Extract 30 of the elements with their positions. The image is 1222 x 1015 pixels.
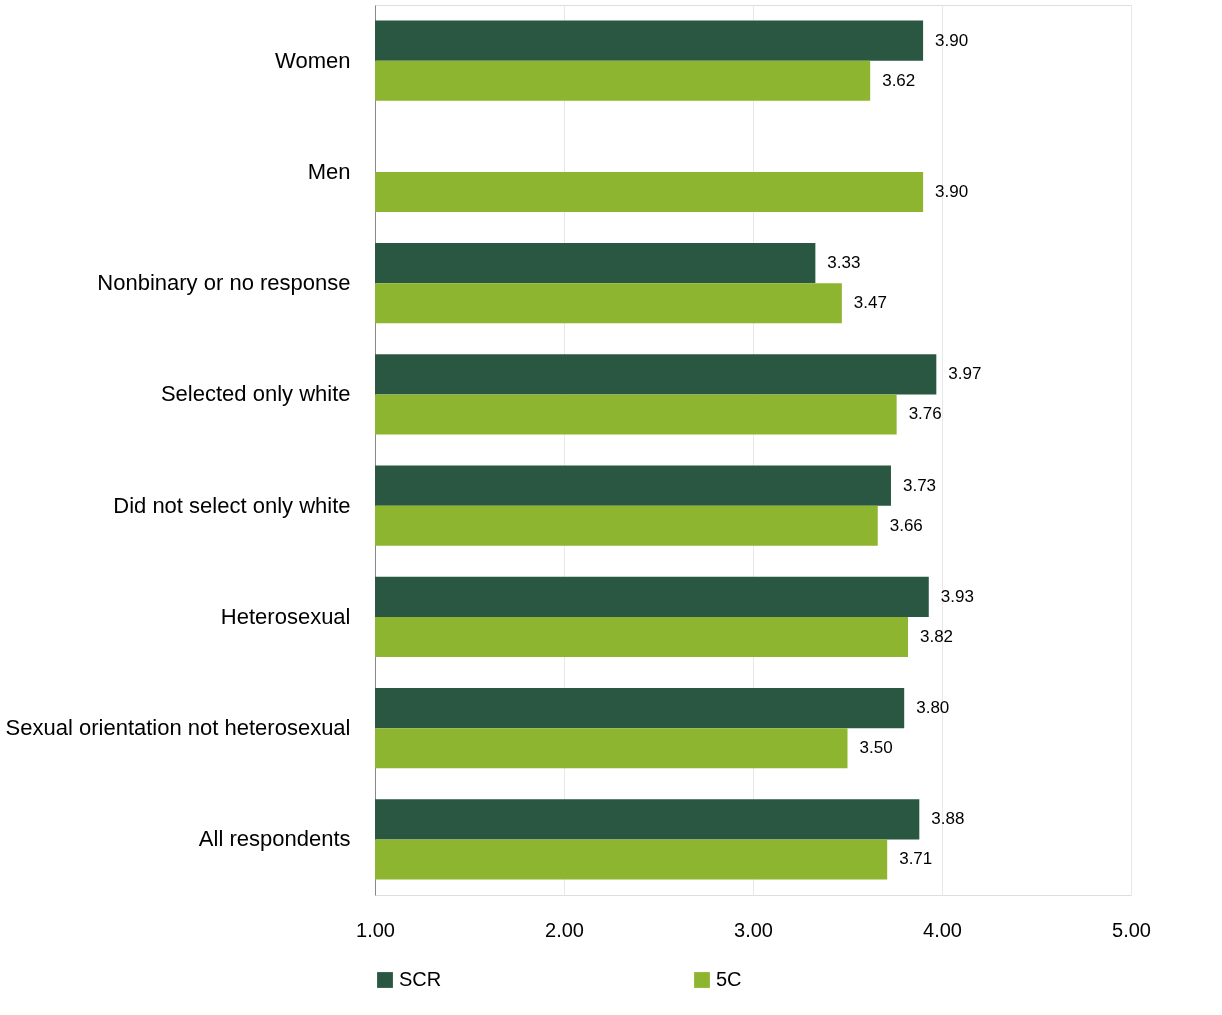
- data-label: 3.97: [948, 364, 982, 384]
- legend-label: SCR: [399, 968, 442, 990]
- data-label: 3.50: [859, 738, 893, 758]
- data-label: 3.93: [940, 586, 974, 606]
- data-label: 3.33: [827, 253, 861, 273]
- x-tick-label: 1.00: [356, 918, 395, 941]
- data-label: 3.66: [889, 515, 923, 535]
- data-label: 3.90: [935, 30, 969, 50]
- data-label: 3.88: [931, 809, 965, 829]
- y-tick-label: All respondents: [198, 826, 351, 852]
- legend-label: 5C: [716, 968, 742, 990]
- y-tick-label: Heterosexual: [220, 603, 351, 629]
- y-tick-label: Did not select only white: [113, 492, 351, 518]
- x-tick-label: 3.00: [734, 918, 773, 941]
- data-label: 3.62: [882, 70, 916, 90]
- y-tick-label: Nonbinary or no response: [97, 270, 351, 296]
- x-tick-label: 2.00: [545, 918, 584, 941]
- data-label: 3.71: [899, 849, 933, 869]
- y-tick-label: Men: [307, 158, 351, 184]
- data-label: 3.80: [916, 698, 950, 718]
- y-tick-label: Selected only white: [160, 381, 351, 407]
- x-tick-label: 4.00: [923, 918, 962, 941]
- data-label: 3.76: [908, 404, 942, 424]
- data-label: 3.73: [902, 475, 937, 495]
- x-tick-label: 5.00: [1112, 918, 1151, 941]
- data-label: 3.82: [919, 626, 954, 646]
- data-label: 3.47: [853, 293, 887, 313]
- data-label: 3.90: [935, 181, 969, 201]
- y-tick-label: Sexual orientation not heterosexual: [5, 715, 351, 741]
- y-tick-label: Women: [275, 47, 351, 73]
